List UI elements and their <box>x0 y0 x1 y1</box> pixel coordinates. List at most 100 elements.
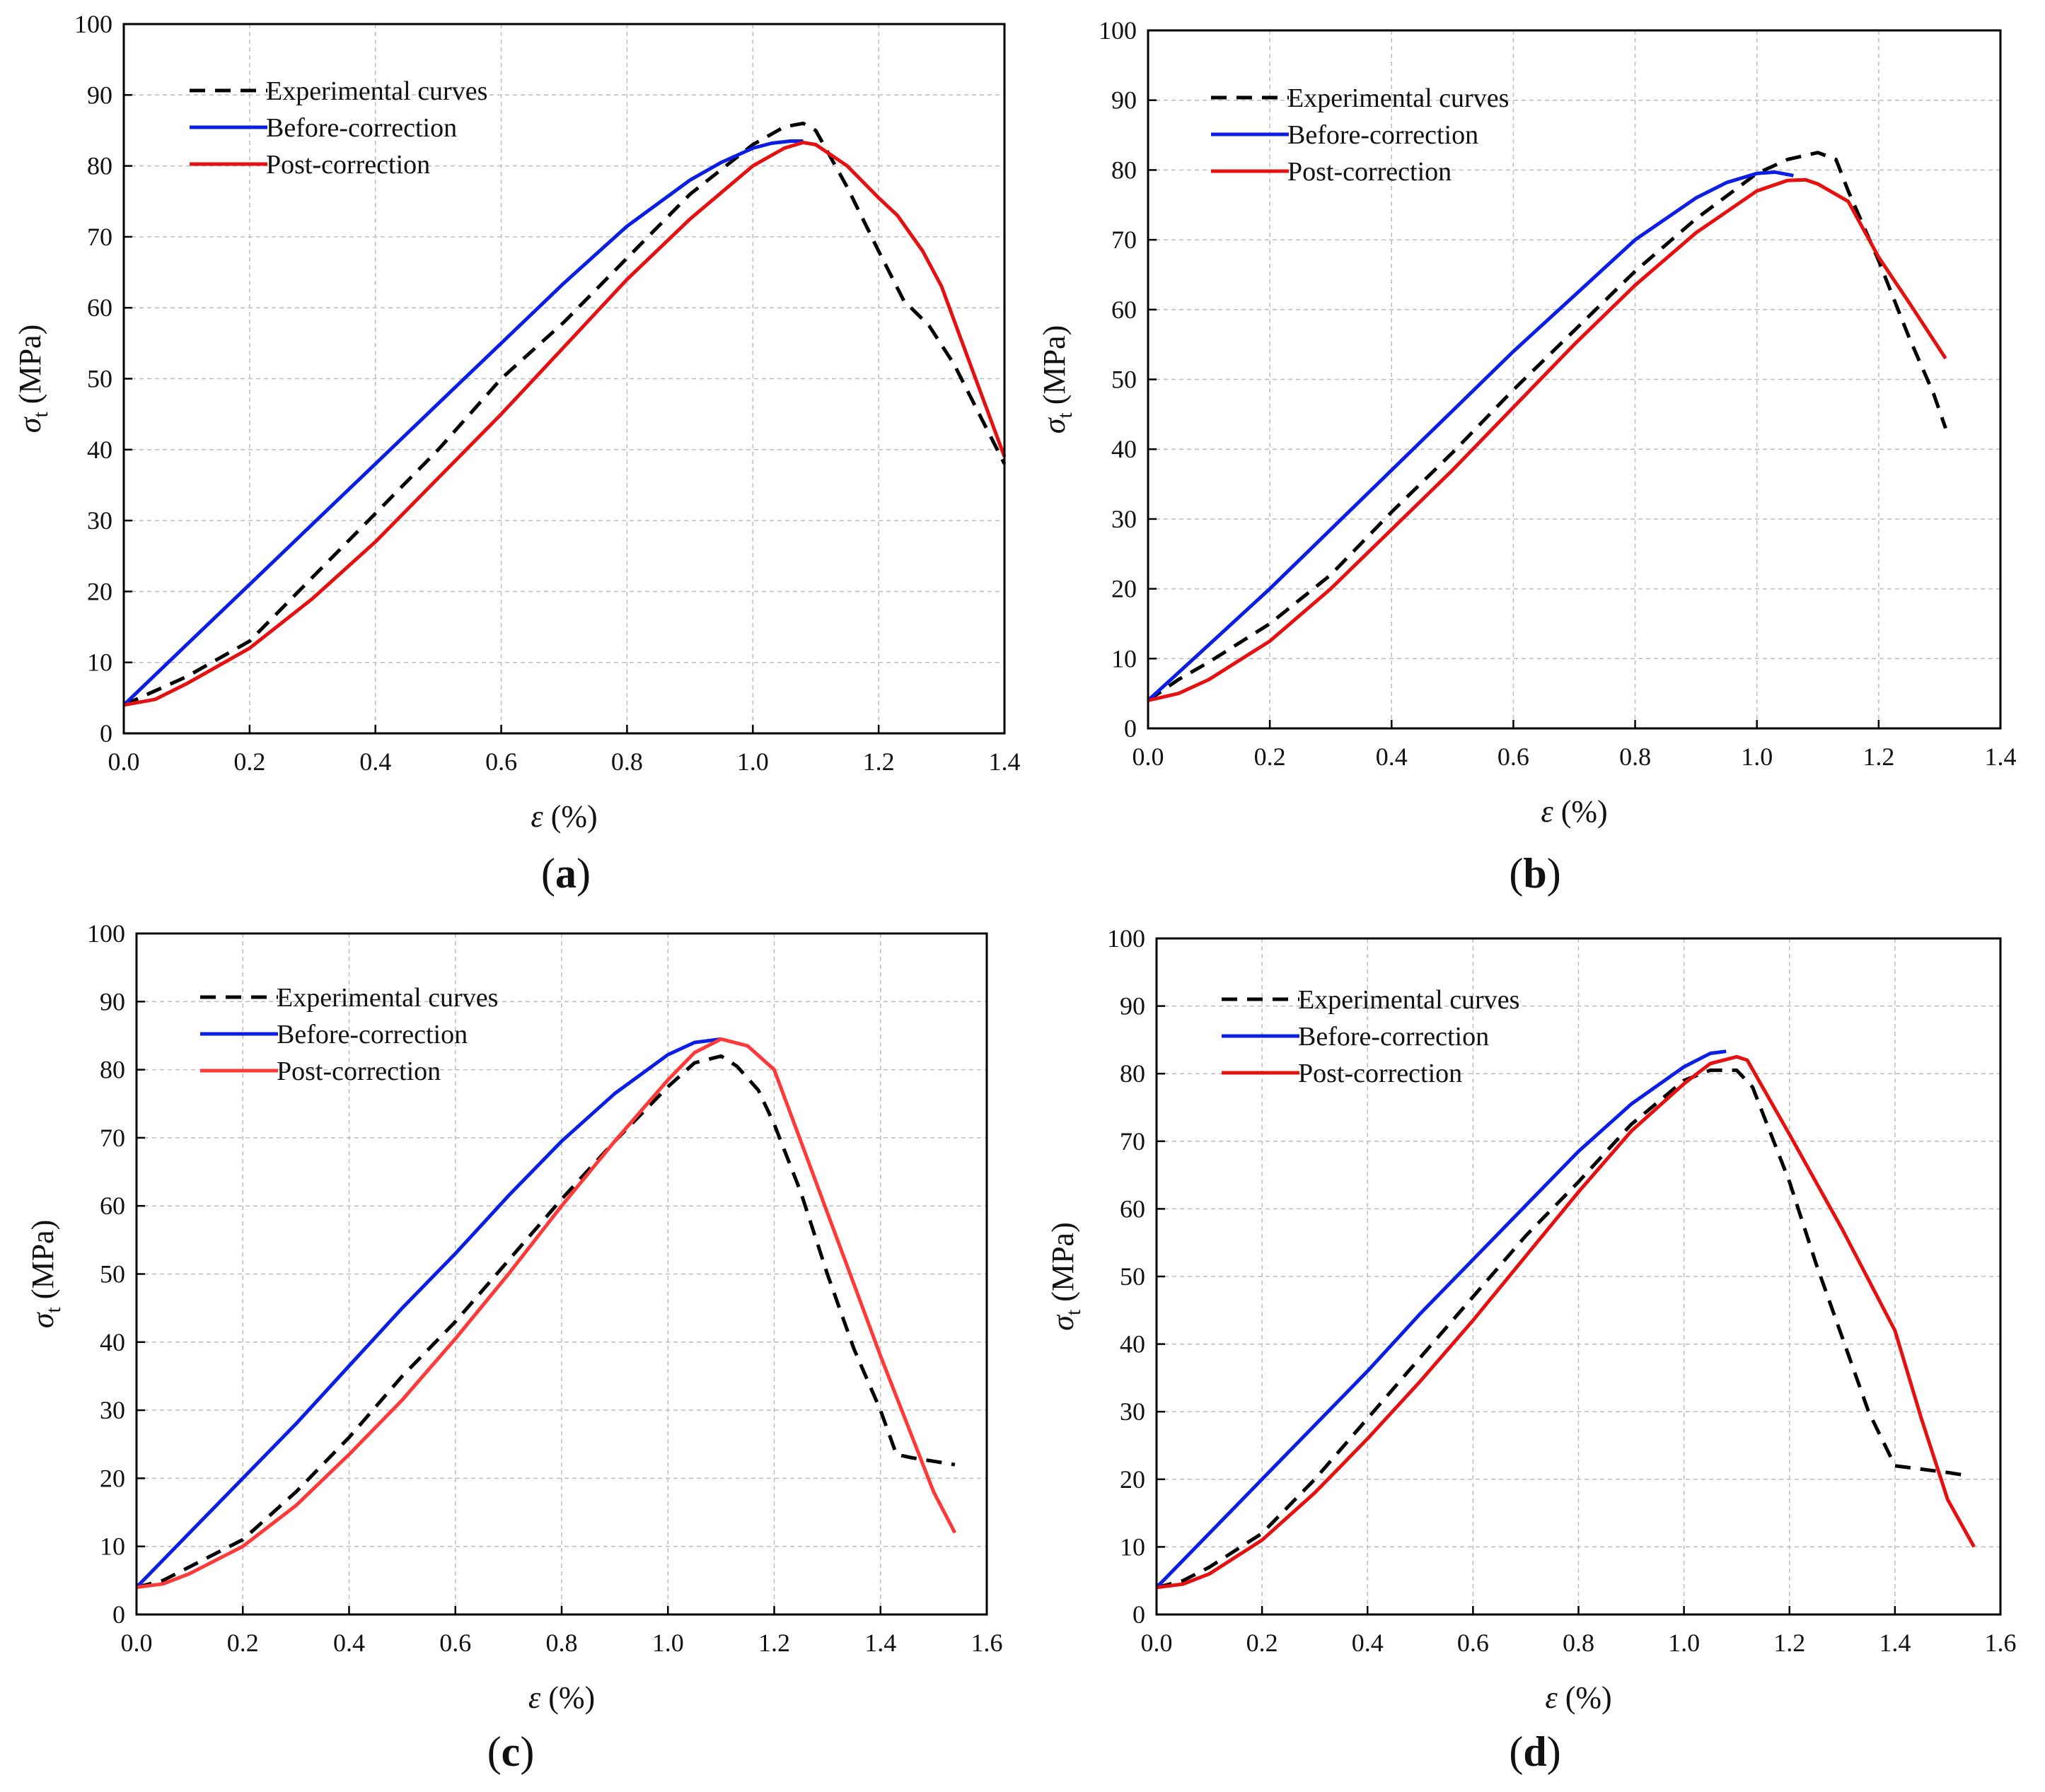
y-tick-label: 30 <box>100 1396 125 1424</box>
y-axis-symbol: σ <box>13 416 47 433</box>
y-tick-label: 10 <box>1120 1532 1145 1561</box>
x-tick-label: 1.6 <box>1985 1629 2017 1657</box>
y-tick-label: 0 <box>1124 714 1137 743</box>
y-tick-label: 10 <box>87 648 112 677</box>
y-axis-unit: (MPa) <box>1037 325 1072 412</box>
y-tick-label: 90 <box>100 987 125 1016</box>
series-line-experimental-curves <box>1156 1068 1969 1590</box>
y-tick-label: 70 <box>1120 1127 1145 1156</box>
panel-caption: (d) <box>1509 1728 1560 1775</box>
legend-label: Post-correction <box>266 150 430 180</box>
y-tick-label: 50 <box>1111 366 1137 394</box>
legend-label: Experimental curves <box>277 983 498 1013</box>
x-tick-label: 1.6 <box>971 1629 1003 1657</box>
panel-caption-close: ) <box>1547 1728 1561 1775</box>
y-tick-label: 20 <box>1111 575 1137 603</box>
series-line-post-correction <box>123 141 1007 707</box>
x-tick-label: 0.8 <box>546 1629 578 1657</box>
y-tick-label: 80 <box>100 1056 125 1084</box>
y-tick-label: 40 <box>1111 435 1137 463</box>
legend-label: Before-correction <box>266 113 457 143</box>
plot-frame <box>122 23 1006 735</box>
plot-frame <box>1147 29 2002 730</box>
y-tick-label: 70 <box>1111 226 1137 254</box>
x-axis-unit: (%) <box>540 1680 595 1715</box>
chart-panel-b: 0.0 0.2 0.4 0.6 0.8 1.0 1.2 1.4 0 10 20 30 40 50 60 70 8… <box>1037 16 2017 897</box>
y-tick-label: 50 <box>87 365 112 393</box>
panel-caption-letter: c <box>502 1728 521 1775</box>
legend-label: Experimental curves <box>266 76 487 106</box>
legend: Experimental curves Before-correction Post… <box>1211 83 1509 187</box>
legend-label: Before-correction <box>1287 120 1478 150</box>
x-tick-label: 0.2 <box>1246 1629 1278 1657</box>
y-tick-label: 50 <box>100 1260 125 1288</box>
y-axis-label: σt (MPa) <box>1037 325 1077 434</box>
y-axis-label: σt (MPa) <box>25 1220 65 1328</box>
x-axis-symbol: ε <box>531 799 543 834</box>
y-tick-label: 80 <box>1111 156 1137 184</box>
series-line-before-correction <box>1155 1049 1727 1589</box>
x-tick-label: 1.0 <box>1741 743 1773 771</box>
y-tick-label: 70 <box>100 1124 125 1152</box>
x-tick-label: 0.6 <box>1457 1629 1489 1657</box>
y-tick-label: 80 <box>87 152 112 180</box>
y-axis-unit: (MPa) <box>1045 1222 1080 1309</box>
x-tick-label: 0.4 <box>1352 1629 1384 1657</box>
x-axis-label: ε (%) <box>528 1680 595 1715</box>
series-line-before-correction <box>1147 170 1794 702</box>
x-tick-label: 1.4 <box>1985 743 2017 771</box>
legend-label: Post-correction <box>277 1057 441 1086</box>
x-tick-label: 0.4 <box>359 747 391 776</box>
y-tick-label: 60 <box>87 293 112 322</box>
panel-caption-close: ) <box>1547 850 1561 897</box>
series-line-experimental-curves <box>1147 151 1947 702</box>
x-axis-label: ε (%) <box>1545 1680 1611 1715</box>
y-tick-label: 10 <box>100 1532 125 1561</box>
series-line-experimental-curves <box>122 121 1007 707</box>
x-tick-label: 1.4 <box>989 747 1021 776</box>
x-axis-symbol: ε <box>1541 794 1553 829</box>
panel-caption-close: ) <box>520 1728 534 1775</box>
x-axis-label: ε (%) <box>531 799 597 834</box>
y-tick-label: 80 <box>1120 1059 1145 1088</box>
y-tick-label: 0 <box>100 719 112 747</box>
x-tick-label: 1.0 <box>737 747 769 776</box>
y-tick-label: 70 <box>87 223 112 251</box>
x-tick-label: 0.8 <box>1619 743 1651 771</box>
x-tick-label: 0.6 <box>485 747 517 776</box>
panel-caption: (a) <box>541 850 591 897</box>
x-axis-symbol: ε <box>1545 1680 1558 1715</box>
x-tick-label: 0.2 <box>227 1629 259 1657</box>
legend-label: Post-correction <box>1287 157 1452 187</box>
y-tick-label: 20 <box>1120 1465 1145 1494</box>
y-tick-label: 30 <box>87 506 112 535</box>
x-axis-symbol: ε <box>528 1680 541 1715</box>
chart-panel-a: 0.0 0.2 0.4 0.6 0.8 1.0 1.2 1.4 0 10 20 30 40 50 60 70 8… <box>13 10 1021 897</box>
x-tick-label: 1.2 <box>1773 1629 1805 1657</box>
y-tick-label: 100 <box>1107 924 1145 953</box>
legend-label: Post-correction <box>1298 1059 1462 1088</box>
y-axis-symbol: σ <box>1037 417 1072 434</box>
x-tick-label: 0.8 <box>611 747 643 776</box>
y-axis-subscript: t <box>1053 412 1077 419</box>
y-tick-label: 100 <box>74 10 112 38</box>
y-tick-label: 100 <box>1099 16 1137 45</box>
y-tick-label: 90 <box>1111 86 1137 115</box>
y-tick-label: 20 <box>100 1464 125 1492</box>
y-tick-label: 30 <box>1120 1397 1145 1426</box>
chart-panel-c: 0.0 0.2 0.4 0.6 0.8 1.0 1.2 1.4 1.6 0 10 20 30 40 50 60… <box>25 919 1003 1775</box>
y-tick-label: 60 <box>100 1192 125 1220</box>
x-tick-label: 1.2 <box>758 1629 790 1657</box>
y-tick-label: 40 <box>100 1328 125 1356</box>
x-axis-unit: (%) <box>1558 1680 1612 1715</box>
panel-caption-close: ) <box>577 850 591 897</box>
x-tick-label: 1.2 <box>863 747 895 776</box>
y-axis-unit: (MPa) <box>25 1220 60 1307</box>
x-tick-label: 0.4 <box>1376 743 1408 771</box>
y-axis-unit: (MPa) <box>13 325 47 412</box>
plot-frame <box>135 932 988 1616</box>
y-tick-label: 20 <box>87 577 112 605</box>
x-tick-label: 0.0 <box>121 1629 153 1657</box>
series-line-before-correction <box>135 1037 722 1589</box>
legend: Experimental curves Before-correction Post… <box>190 76 487 180</box>
